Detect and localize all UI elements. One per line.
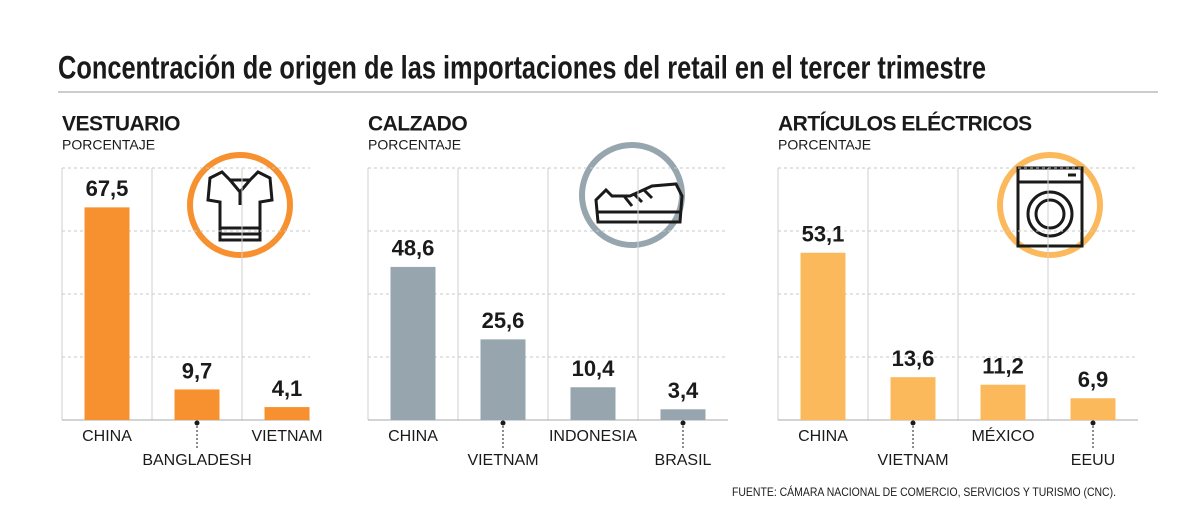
value-label: 10,4 [572,356,616,381]
value-label: 53,1 [802,222,845,247]
category-label: BRASIL [655,452,712,469]
value-label: 25,6 [482,308,525,333]
value-label: 4,1 [272,376,303,401]
leader-dot [910,420,916,426]
value-label: 48,6 [392,236,435,261]
shirt-icon [187,152,293,258]
bar [800,252,846,420]
chart-subtitle: PORCENTAJE [62,137,155,153]
page-title: Concentración de origen de las importaci… [58,49,986,85]
bar [174,389,220,420]
bar [890,377,936,420]
bar [660,409,706,420]
shoe-icon [579,142,685,248]
bar [264,407,310,420]
value-label: 6,9 [1078,367,1109,392]
bar [480,339,526,420]
category-label: BANGLADESH [142,452,251,469]
category-label: EEUU [1071,452,1115,469]
category-label: VIETNAM [877,452,948,469]
category-label: VIETNAM [467,452,538,469]
bar [570,387,616,420]
leader-dot [1090,420,1096,426]
chart-subtitle: PORCENTAJE [778,137,871,153]
leader-dot [680,420,686,426]
bar [1070,398,1116,420]
value-label: 13,6 [892,346,935,371]
chart-title: CALZADO [368,113,467,136]
bar [84,207,130,420]
leader-dot [500,420,506,426]
source-note: FUENTE: CÁMARA NACIONAL DE COMERCIO, SER… [732,484,1116,499]
value-label: 67,5 [86,176,129,201]
chart-title: ARTÍCULOS ELÉCTRICOS [778,113,1032,136]
category-label: CHINA [82,428,132,445]
value-label: 11,2 [982,354,1024,379]
category-label: MÉXICO [971,426,1034,445]
leader-dot [194,420,200,426]
bar [980,384,1026,420]
washer-icon [997,152,1103,258]
category-label: CHINA [388,428,438,445]
category-label: INDONESIA [549,428,637,445]
category-label: CHINA [798,428,848,445]
bar [390,266,436,420]
category-label: VIETNAM [251,428,322,445]
value-label: 9,7 [182,358,213,383]
value-label: 3,4 [668,378,699,403]
chart-subtitle: PORCENTAJE [368,137,461,153]
chart-title: VESTUARIO [62,113,180,136]
